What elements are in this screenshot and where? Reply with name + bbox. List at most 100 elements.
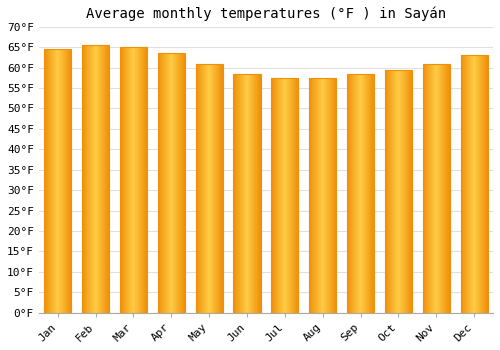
Bar (272, 78, 274, 313)
Bar (292, 78, 293, 313)
Bar (314, 78, 316, 313)
Bar (93, 45, 94, 313)
Bar (435, 64, 436, 313)
Bar (315, 78, 316, 313)
Bar (398, 70, 399, 313)
Bar (86, 45, 88, 313)
Bar (332, 78, 333, 313)
Bar (463, 55, 464, 313)
Bar (250, 74, 251, 313)
Bar (199, 64, 200, 313)
Bar (439, 64, 440, 313)
Bar (45, 49, 46, 313)
Title: Average monthly temperatures (°F ) in Sayán: Average monthly temperatures (°F ) in Sa… (86, 7, 446, 21)
Bar (168, 53, 170, 313)
Bar (396, 70, 397, 313)
Bar (244, 74, 245, 313)
Bar (70, 49, 72, 313)
Bar (146, 47, 147, 313)
Bar (99, 45, 100, 313)
Bar (289, 78, 290, 313)
Bar (241, 74, 242, 313)
Bar (430, 64, 431, 313)
Bar (48, 49, 49, 313)
Bar (359, 74, 360, 313)
Bar (276, 78, 278, 313)
Bar (134, 47, 135, 313)
Bar (166, 53, 168, 313)
Bar (183, 53, 184, 313)
Bar (211, 64, 212, 313)
Bar (356, 74, 357, 313)
Bar (393, 70, 394, 313)
Bar (136, 47, 137, 313)
Bar (58, 49, 59, 313)
Bar (53, 49, 54, 313)
Bar (311, 78, 312, 313)
Bar (143, 47, 144, 313)
Bar (368, 74, 370, 313)
Bar (184, 53, 185, 313)
Bar (176, 53, 178, 313)
Bar (121, 47, 122, 313)
Bar (139, 47, 140, 313)
Bar (65, 49, 66, 313)
Bar (347, 74, 348, 313)
Bar (64, 49, 66, 313)
Bar (245, 74, 246, 313)
Bar (247, 74, 248, 313)
Bar (126, 47, 128, 313)
Bar (197, 64, 198, 313)
Bar (364, 74, 366, 313)
Bar (385, 70, 412, 313)
Bar (101, 45, 102, 313)
Bar (468, 55, 469, 313)
Bar (322, 78, 323, 313)
Bar (318, 78, 320, 313)
Bar (366, 74, 367, 313)
Bar (288, 78, 289, 313)
Bar (360, 74, 362, 313)
Bar (51, 49, 52, 313)
Bar (287, 78, 288, 313)
Bar (353, 74, 354, 313)
Bar (422, 64, 424, 313)
Bar (56, 49, 57, 313)
Bar (180, 53, 181, 313)
Bar (295, 78, 296, 313)
Bar (461, 55, 462, 313)
Bar (312, 78, 313, 313)
Bar (357, 74, 358, 313)
Bar (122, 47, 124, 313)
Bar (98, 45, 99, 313)
Bar (362, 74, 364, 313)
Bar (141, 47, 142, 313)
Bar (142, 47, 143, 313)
Bar (371, 74, 372, 313)
Bar (478, 55, 479, 313)
Bar (476, 55, 477, 313)
Bar (237, 74, 238, 313)
Bar (354, 74, 355, 313)
Bar (464, 55, 466, 313)
Bar (160, 53, 161, 313)
Bar (44, 49, 72, 313)
Bar (294, 78, 295, 313)
Bar (447, 64, 448, 313)
Bar (349, 74, 350, 313)
Bar (470, 55, 471, 313)
Bar (443, 64, 444, 313)
Bar (102, 45, 103, 313)
Bar (236, 74, 237, 313)
Bar (62, 49, 64, 313)
Bar (44, 49, 45, 313)
Bar (218, 64, 219, 313)
Bar (82, 45, 84, 313)
Bar (486, 55, 487, 313)
Bar (234, 74, 235, 313)
Bar (95, 45, 96, 313)
Bar (163, 53, 164, 313)
Bar (485, 55, 486, 313)
Bar (284, 78, 285, 313)
Bar (433, 64, 434, 313)
